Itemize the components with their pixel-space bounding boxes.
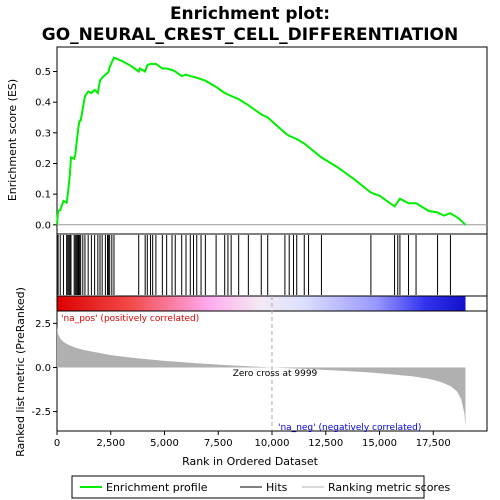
metric-y-tick-label: 2.5 [35,319,51,330]
es-y-tick-label: 0.3 [35,128,51,139]
es-y-tick-label: 0.2 [35,159,51,170]
x-tick-label: 10,000 [255,438,290,449]
es-axis-ticks: 0.0 0.1 0.2 0.3 0.4 0.5 [35,67,57,231]
es-y-tick-label: 0.5 [35,67,51,78]
legend-es-label: Enrichment profile [106,481,208,494]
x-tick-label: 7,500 [204,438,233,449]
es-y-tick-label: 0.0 [35,220,51,231]
x-tick-label: 5,000 [150,438,179,449]
x-axis-label: Rank in Ordered Dataset [182,455,319,468]
es-y-tick-label: 0.4 [35,98,51,109]
es-y-axis-label: Enrichment score (ES) [6,79,19,201]
ranking-color-band [57,296,466,311]
x-tick-label: 0 [54,438,60,449]
negative-correlation-label: 'na_neg' (negatively correlated) [278,423,421,433]
chart-title-line1: Enrichment plot: [170,4,330,24]
positive-correlation-label: 'na_pos' (positively correlated) [61,314,199,324]
x-tick-label: 12,500 [308,438,343,449]
es-panel-frame [56,46,488,235]
hit-markers [57,235,451,295]
metric-axis-ticks: 2.5 0.0 -2.5 [31,319,57,418]
legend-ranking-label: Ranking metric scores [328,481,450,494]
chart-title-line2: GO_NEURAL_CREST_CELL_DIFFERENTIATION [42,25,458,45]
es-curve [56,56,467,226]
x-tick-label: 17,500 [416,438,451,449]
x-tick-label: 15,000 [362,438,397,449]
zero-cross-label: Zero cross at 9999 [233,369,318,379]
metric-y-tick-label: -2.5 [31,407,51,418]
metric-y-axis-label: Ranked list metric (PreRanked) [14,287,27,457]
metric-y-tick-label: 0.0 [35,363,51,374]
x-tick-label: 2,500 [96,438,125,449]
x-axis-ticks: 0 2,500 5,000 7,500 10,000 12,500 15,000 17,500 [54,431,451,449]
hits-panel-frame [56,233,488,297]
legend-hits-label: Hits [266,481,288,494]
es-y-tick-label: 0.1 [35,190,51,201]
